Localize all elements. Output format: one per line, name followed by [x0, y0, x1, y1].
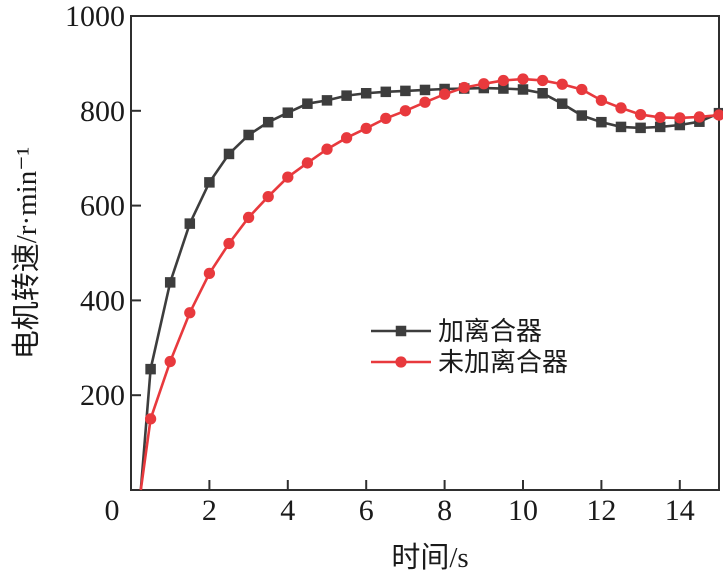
- series-0-marker-square: [341, 90, 352, 101]
- x-tick-label: 6: [359, 494, 374, 527]
- series-1-marker-circle: [556, 78, 568, 90]
- series-1-marker-circle: [576, 83, 588, 96]
- series-0-marker-square: [321, 95, 333, 106]
- series-0-marker-square: [223, 148, 235, 160]
- x-tick-label: 12: [586, 494, 616, 527]
- series-1-marker-circle: [713, 109, 723, 121]
- series-1-marker-circle: [595, 94, 608, 107]
- x-axis-title: 时间/s: [391, 541, 468, 574]
- axes: 0 2 4 6 8 10 12 14 200 400 600 800 1000: [65, 0, 720, 527]
- series-1-marker-circle: [242, 211, 255, 224]
- plot-border: [130, 15, 720, 491]
- series-0-marker-square: [654, 121, 666, 133]
- series-0-marker-square: [262, 116, 274, 128]
- series-1-marker-circle: [693, 111, 706, 123]
- x-tick-label: 0: [105, 494, 120, 527]
- series-0-marker-square: [204, 177, 215, 188]
- series-0-marker-square: [419, 84, 431, 96]
- y-tick-label: 1000: [65, 0, 125, 33]
- series-1-marker-circle: [536, 74, 549, 87]
- series-0-marker-square: [576, 110, 588, 121]
- series-1-marker-circle: [399, 105, 412, 117]
- series-1-marker-circle: [615, 102, 627, 114]
- series-0-marker-square: [302, 98, 313, 109]
- series-1-marker-circle: [262, 190, 274, 203]
- series-0-marker-square: [596, 116, 607, 128]
- series-1-marker-circle: [282, 171, 294, 183]
- series-1-marker-circle: [517, 73, 529, 85]
- y-axis-title: 电机转速/r·min⁻¹: [10, 147, 43, 360]
- series-1-marker-circle: [497, 74, 510, 87]
- series-1-marker-circle: [419, 96, 431, 108]
- series-1-marker-circle: [321, 143, 333, 155]
- series-0-marker-square: [243, 129, 254, 141]
- series-0-marker-square: [537, 88, 548, 99]
- series-1-marker-circle: [478, 78, 490, 90]
- series-0-marker-square: [164, 277, 176, 288]
- y-tick-label: 200: [80, 379, 125, 412]
- series-1-marker-circle: [203, 267, 216, 280]
- series-1-marker-circle: [360, 122, 372, 134]
- series-0-marker-square: [517, 84, 529, 95]
- series-1-marker-circle: [654, 111, 666, 124]
- x-tick-label: 4: [280, 494, 295, 527]
- series-0-marker-square: [360, 88, 372, 99]
- series-1-marker-circle: [144, 413, 157, 425]
- series-0-marker-square: [184, 218, 196, 229]
- series-1-marker-circle: [223, 237, 235, 250]
- series-0-marker-square: [282, 107, 294, 118]
- y-tick-label: 600: [80, 190, 125, 223]
- legend-marker-square: [395, 325, 407, 337]
- series-line-0: [139, 86, 720, 491]
- series-1-marker-circle: [380, 112, 392, 125]
- x-tick-label: 14: [665, 494, 695, 527]
- series-1-marker-circle: [674, 112, 686, 124]
- series-0-marker-square: [380, 86, 392, 98]
- series-0-marker-square: [556, 98, 568, 109]
- series-1-marker-circle: [301, 157, 314, 169]
- series-1-marker-circle: [458, 81, 470, 94]
- series-1-marker-circle: [184, 307, 196, 319]
- series-1-marker-circle: [438, 88, 451, 100]
- series-1-marker-circle: [340, 132, 353, 144]
- x-tick-label: 2: [202, 494, 217, 527]
- series-0-marker-square: [674, 119, 686, 131]
- series-0-marker-square: [615, 121, 627, 133]
- legend-label-1: 未加离合器: [438, 348, 568, 377]
- x-tick-label: 8: [437, 494, 452, 527]
- series-0-marker-square: [498, 83, 509, 94]
- series-0-marker-square: [400, 85, 411, 97]
- series-1-marker-circle: [634, 108, 647, 121]
- data-series: [139, 73, 723, 491]
- x-tick-label: 10: [508, 494, 538, 527]
- legend-label-0: 加离合器: [438, 317, 542, 346]
- series-line-1: [139, 77, 720, 491]
- series-0-marker-square: [145, 363, 156, 375]
- y-tick-label: 400: [80, 284, 125, 317]
- y-tick-label: 800: [80, 95, 125, 128]
- legend-marker-circle: [395, 356, 407, 368]
- series-0-marker-square: [635, 122, 646, 134]
- series-1-marker-circle: [164, 355, 176, 368]
